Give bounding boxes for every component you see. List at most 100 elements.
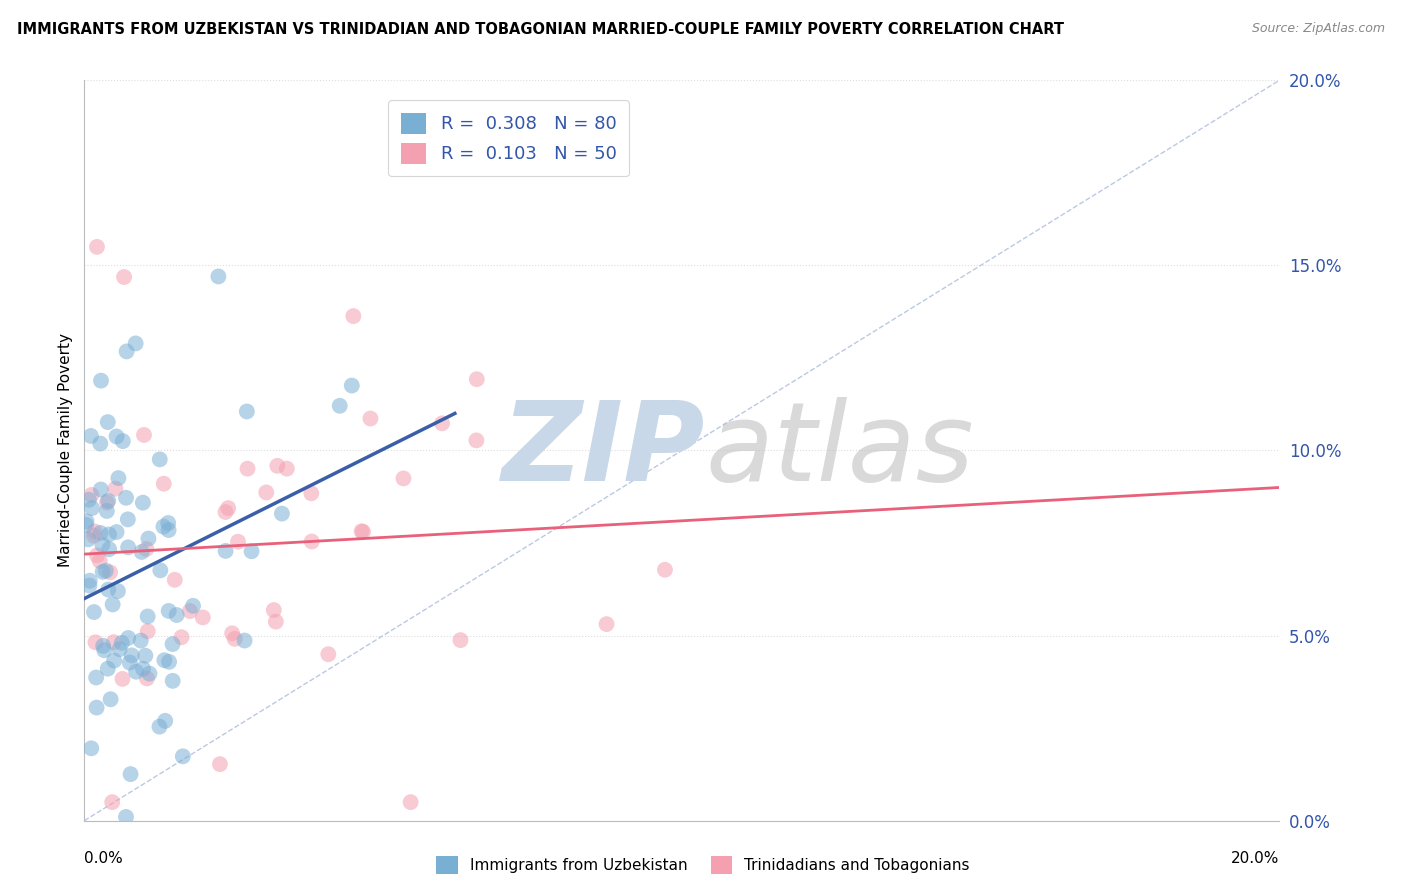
Point xyxy=(83,605,105,619)
Point xyxy=(98,566,121,580)
Point xyxy=(157,604,180,618)
Point xyxy=(595,617,617,632)
Text: Source: ZipAtlas.com: Source: ZipAtlas.com xyxy=(1251,22,1385,36)
Point xyxy=(236,404,259,418)
Text: 20.0%: 20.0% xyxy=(1232,851,1279,866)
Point xyxy=(152,519,174,533)
Point xyxy=(138,666,160,681)
Point xyxy=(86,549,108,563)
Point xyxy=(111,636,134,650)
Point xyxy=(86,240,108,254)
Point xyxy=(101,598,124,612)
Point xyxy=(240,544,263,558)
Point xyxy=(162,673,184,688)
Point xyxy=(100,692,122,706)
Point xyxy=(134,648,156,663)
Point xyxy=(208,757,231,772)
Point xyxy=(103,635,125,649)
Point xyxy=(112,270,135,285)
Point xyxy=(98,527,121,541)
Point xyxy=(359,411,381,425)
Text: ZIP: ZIP xyxy=(502,397,706,504)
Point xyxy=(108,642,131,657)
Point xyxy=(121,648,143,663)
Point xyxy=(79,574,101,588)
Point xyxy=(89,554,111,568)
Point xyxy=(94,564,117,578)
Point xyxy=(342,309,364,323)
Legend: R =  0.308   N = 80, R =  0.103   N = 50: R = 0.308 N = 80, R = 0.103 N = 50 xyxy=(388,101,628,177)
Point xyxy=(155,714,177,728)
Point xyxy=(91,565,114,579)
Point xyxy=(138,532,160,546)
Point xyxy=(97,662,120,676)
Point xyxy=(124,336,146,351)
Point xyxy=(103,654,125,668)
Point xyxy=(430,417,453,431)
Point xyxy=(129,633,152,648)
Point xyxy=(107,471,129,485)
Point xyxy=(93,643,115,657)
Point xyxy=(105,429,128,443)
Point xyxy=(107,584,129,599)
Point xyxy=(91,639,114,653)
Point xyxy=(179,604,201,618)
Point xyxy=(83,524,105,539)
Point xyxy=(76,514,98,528)
Point xyxy=(276,461,298,475)
Point xyxy=(98,542,121,557)
Point xyxy=(148,720,170,734)
Point xyxy=(136,672,159,686)
Point xyxy=(465,434,488,448)
Point xyxy=(80,741,103,756)
Point xyxy=(449,633,471,648)
Point xyxy=(329,399,352,413)
Point xyxy=(111,672,134,686)
Point xyxy=(117,631,139,645)
Point xyxy=(135,541,157,556)
Point xyxy=(301,534,323,549)
Point xyxy=(89,436,111,450)
Point xyxy=(104,482,127,496)
Point xyxy=(157,655,180,669)
Point xyxy=(399,795,422,809)
Point xyxy=(221,626,243,640)
Point xyxy=(117,512,139,526)
Point xyxy=(149,563,172,577)
Y-axis label: Married-Couple Family Poverty: Married-Couple Family Poverty xyxy=(58,334,73,567)
Point xyxy=(90,374,112,388)
Point xyxy=(163,573,186,587)
Point xyxy=(254,485,277,500)
Point xyxy=(166,607,188,622)
Point xyxy=(654,563,676,577)
Point xyxy=(80,501,103,516)
Point xyxy=(118,656,141,670)
Point xyxy=(226,534,249,549)
Point xyxy=(465,372,488,386)
Point xyxy=(120,767,142,781)
Point xyxy=(91,538,114,552)
Point xyxy=(111,434,134,449)
Point xyxy=(191,610,214,624)
Point xyxy=(299,486,322,500)
Point xyxy=(77,533,100,547)
Point xyxy=(214,505,236,519)
Point xyxy=(83,528,105,542)
Point xyxy=(117,541,139,555)
Point xyxy=(214,544,236,558)
Point xyxy=(340,378,363,392)
Point xyxy=(263,603,285,617)
Point xyxy=(97,582,120,597)
Point xyxy=(172,749,194,764)
Legend: Immigrants from Uzbekistan, Trinidadians and Tobagonians: Immigrants from Uzbekistan, Trinidadians… xyxy=(430,850,976,880)
Point xyxy=(75,517,97,532)
Point xyxy=(79,578,101,592)
Point xyxy=(217,501,239,516)
Point xyxy=(236,461,259,475)
Point xyxy=(157,523,180,537)
Point xyxy=(152,476,174,491)
Point xyxy=(132,662,155,676)
Point xyxy=(136,609,159,624)
Point xyxy=(318,647,340,661)
Point xyxy=(392,471,415,485)
